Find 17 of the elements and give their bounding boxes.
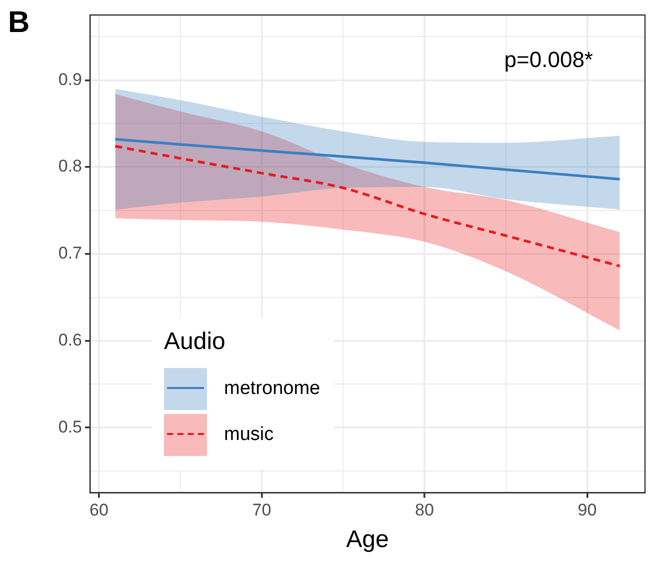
y-tick-label: 0.5 bbox=[58, 417, 82, 436]
y-tick-label: 0.6 bbox=[58, 330, 82, 350]
x-tick-label: 80 bbox=[415, 500, 434, 520]
legend-title: Audio bbox=[164, 328, 226, 356]
x-tick-label: 70 bbox=[252, 500, 272, 520]
y-tick-label: 0.8 bbox=[58, 156, 82, 176]
y-tick-label: 0.7 bbox=[58, 244, 82, 263]
x-tick-label: 90 bbox=[578, 500, 597, 520]
legend-label: metronome bbox=[224, 378, 320, 400]
chart-title: B bbox=[8, 6, 30, 40]
line-series bbox=[114, 138, 622, 180]
annotation: p=0.008* bbox=[504, 47, 594, 72]
x-axis-title: Age bbox=[346, 526, 389, 554]
y-tick-label: 0.9 bbox=[58, 70, 82, 89]
x-tick-label: 60 bbox=[89, 500, 108, 520]
line-series bbox=[114, 144, 622, 268]
legend-label: music bbox=[224, 424, 274, 446]
